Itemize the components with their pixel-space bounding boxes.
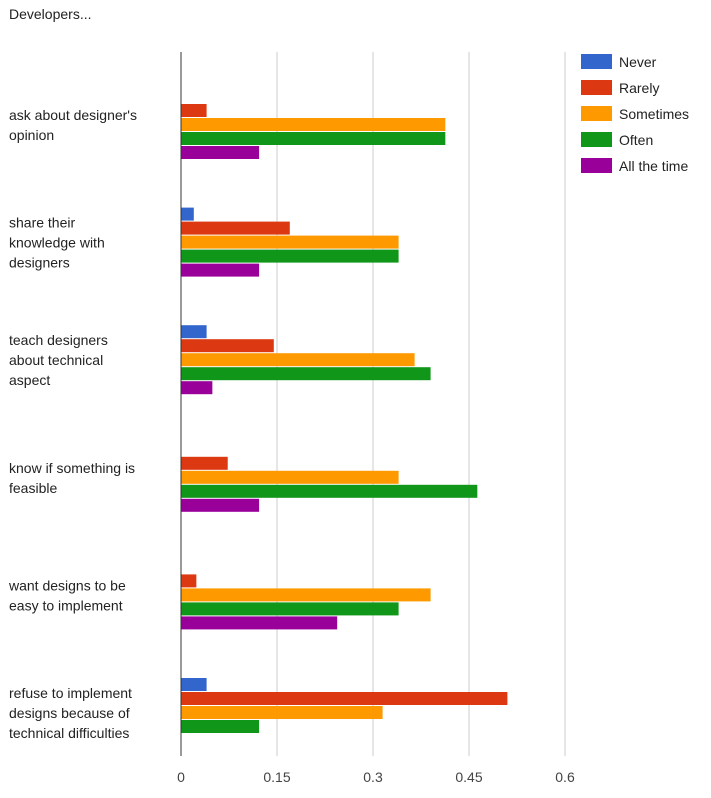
x-tick-label: 0.3 xyxy=(363,769,383,785)
legend-swatch xyxy=(581,132,612,147)
bar-often xyxy=(181,132,446,145)
bar-often xyxy=(181,720,260,733)
category-label-line: about technical xyxy=(9,352,103,368)
bar-never xyxy=(181,325,207,339)
category-label: know if something is feasible xyxy=(9,460,135,496)
x-tick-label: 0.15 xyxy=(263,769,290,785)
bar-rarely xyxy=(181,339,274,353)
bar-often xyxy=(181,484,478,498)
bar-rarely xyxy=(181,104,207,117)
category-label: refuse to implement designs because of tec… xyxy=(9,685,132,741)
bar-often xyxy=(181,367,431,381)
legend-swatch xyxy=(581,158,612,173)
category-label-line: refuse to implement xyxy=(9,685,132,701)
legend-label: Often xyxy=(619,132,653,148)
category-label-line: feasible xyxy=(9,480,57,496)
bar-often xyxy=(181,602,399,616)
legend-label: All the time xyxy=(619,158,688,174)
bar-sometimes xyxy=(181,588,431,602)
bar-rarely xyxy=(181,456,228,470)
legend-item: Sometimes xyxy=(581,106,689,122)
category-label-line: designers xyxy=(9,255,70,271)
x-tick-label: 0.6 xyxy=(555,769,575,785)
category-label-line: share their xyxy=(9,215,75,231)
bars xyxy=(181,104,508,733)
category-label: want designs to be easy to implement xyxy=(8,577,126,613)
bar-all-the-time xyxy=(181,381,213,395)
bar-all-the-time xyxy=(181,616,338,630)
category-label-line: opinion xyxy=(9,127,54,143)
category-label-line: ask about designer's xyxy=(9,107,137,123)
bar-all-the-time xyxy=(181,498,260,512)
category-label-line: aspect xyxy=(9,372,50,388)
legend-label: Never xyxy=(619,54,657,70)
legend-swatch xyxy=(581,54,612,69)
bar-never xyxy=(181,207,194,221)
bar-often xyxy=(181,249,399,263)
category-labels: ask about designer's opinion share their kn… xyxy=(8,107,137,741)
bar-all-the-time xyxy=(181,263,260,277)
bar-all-the-time xyxy=(181,146,260,159)
legend-item: Rarely xyxy=(581,80,659,96)
chart-title: Developers... xyxy=(9,6,91,22)
category-label-line: teach designers xyxy=(9,332,108,348)
category-label-line: technical difficulties xyxy=(9,725,129,741)
category-label: ask about designer's opinion xyxy=(9,107,137,143)
legend-label: Rarely xyxy=(619,80,659,96)
x-tick-label: 0.45 xyxy=(455,769,482,785)
legend-item: Never xyxy=(581,54,657,70)
x-tick-label: 0 xyxy=(177,769,185,785)
bar-never xyxy=(181,678,207,691)
gridlines xyxy=(276,52,566,756)
category-label: teach designers about technical aspect xyxy=(9,332,108,388)
x-tick-labels: 0 0.15 0.3 0.45 0.6 xyxy=(177,769,575,785)
bar-rarely xyxy=(181,692,508,705)
legend-label: Sometimes xyxy=(619,106,689,122)
category-label-line: know if something is xyxy=(9,460,135,476)
category-label-line: knowledge with xyxy=(9,235,105,251)
bar-rarely xyxy=(181,221,290,235)
category-label-line: want designs to be xyxy=(8,577,126,593)
legend-item: Often xyxy=(581,132,653,148)
bar-sometimes xyxy=(181,235,399,249)
bar-sometimes xyxy=(181,706,383,719)
bar-sometimes xyxy=(181,470,399,484)
category-label-line: easy to implement xyxy=(9,597,123,613)
legend-item: All the time xyxy=(581,158,688,174)
category-label-line: designs because of xyxy=(9,705,130,721)
bar-sometimes xyxy=(181,353,415,367)
legend: Never Rarely Sometimes Often All the time xyxy=(581,54,689,174)
legend-swatch xyxy=(581,106,612,121)
category-label: share their knowledge with designers xyxy=(9,215,105,271)
legend-swatch xyxy=(581,80,612,95)
bar-rarely xyxy=(181,574,197,588)
bar-sometimes xyxy=(181,118,446,131)
